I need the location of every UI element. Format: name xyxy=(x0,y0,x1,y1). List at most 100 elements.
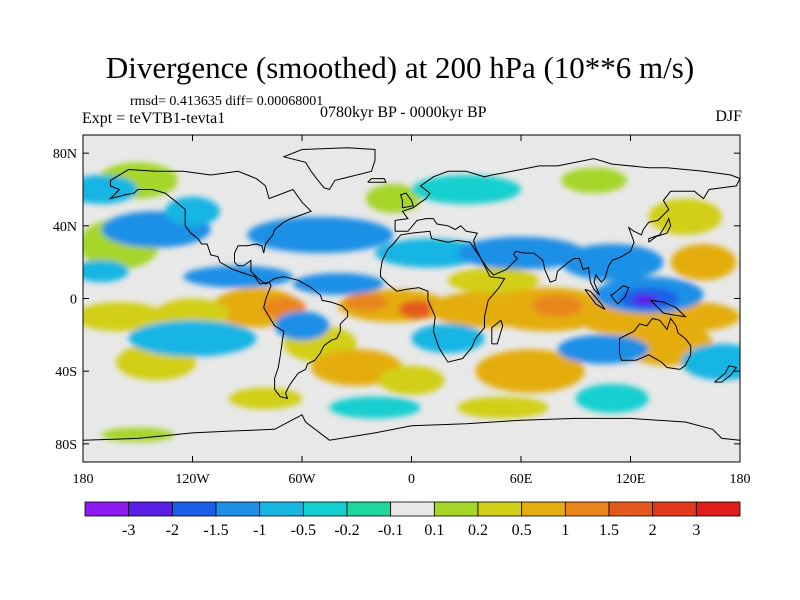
coastline xyxy=(108,168,313,285)
colorbar-box xyxy=(346,501,392,517)
colorbar-box xyxy=(564,501,610,517)
colorbar-label: -2 xyxy=(166,522,179,539)
field-contour-region xyxy=(378,365,445,395)
field-contour-region xyxy=(681,343,740,381)
colorbar-box xyxy=(128,501,173,517)
x-tick-label: 60E xyxy=(510,472,533,487)
colorbar-label: 0.5 xyxy=(512,522,532,539)
colorbar-label: -3 xyxy=(122,522,135,539)
field-contour-region xyxy=(557,334,649,364)
field-contour-region xyxy=(165,196,220,226)
coastlines xyxy=(83,147,740,441)
field-contour-region xyxy=(561,243,664,281)
coastline xyxy=(83,414,740,441)
colorbar-label: -0.1 xyxy=(378,522,403,539)
coastline xyxy=(610,285,630,305)
colorbar-label: 2 xyxy=(649,522,657,539)
x-axis: 180 120W 60W 0 60E 120E 180 xyxy=(73,135,751,487)
field-contour-region xyxy=(475,349,585,393)
field-contour-region xyxy=(457,236,585,270)
field-contour-region xyxy=(457,396,549,419)
colorbar-box xyxy=(652,501,697,517)
colorbar-label: 0.2 xyxy=(468,522,488,539)
field-contour-region xyxy=(575,383,649,413)
map-area xyxy=(83,135,740,462)
x-tick-label: 0 xyxy=(408,472,415,487)
y-tick-label: 80S xyxy=(55,438,77,453)
coastline xyxy=(282,147,376,190)
coastline xyxy=(491,319,504,345)
field-contour-region xyxy=(365,184,421,214)
x-tick-label: 180 xyxy=(730,472,751,487)
field-contour-region xyxy=(448,267,540,294)
coastline xyxy=(584,288,606,310)
rmsd-diff-label: rmsd= 0.413635 diff= 0.00068001 xyxy=(130,94,324,109)
y-tick-label: 80N xyxy=(53,147,77,162)
colorbar-box xyxy=(608,501,654,517)
colorbar-box xyxy=(215,501,261,517)
field-contour-region xyxy=(329,396,421,419)
colorbar-box xyxy=(695,501,741,517)
colorbar-box xyxy=(390,501,435,517)
field-contour-region xyxy=(183,265,293,288)
colorbar-label: 1.5 xyxy=(599,522,619,539)
field-contour-region xyxy=(343,293,388,312)
coastline xyxy=(367,178,387,183)
coastline xyxy=(394,158,740,296)
field-contour-region xyxy=(375,238,485,268)
field-contour-region xyxy=(156,298,229,328)
field-contour-region xyxy=(670,243,737,281)
colorbar-box xyxy=(171,501,217,517)
field-contour-region xyxy=(411,323,485,353)
colorbar-label: 3 xyxy=(692,522,700,539)
field-contour-region xyxy=(101,427,175,443)
field-contour-region xyxy=(274,311,330,341)
x-tick-label: 60W xyxy=(288,472,316,487)
field-contour-region xyxy=(531,294,584,317)
coastline xyxy=(650,299,687,318)
x-tick-label: 120E xyxy=(616,472,646,487)
colorbar-box xyxy=(259,501,304,517)
colorbar-box xyxy=(477,501,523,517)
field-contour-region xyxy=(411,174,521,205)
colorbar-label: -0.2 xyxy=(334,522,359,539)
x-tick-label: 120W xyxy=(175,472,210,487)
field-contour-region xyxy=(398,300,436,319)
coastline xyxy=(648,217,672,243)
y-axis: 80N 40N 0 40S 80S xyxy=(53,147,740,453)
y-tick-label: 40S xyxy=(55,365,77,380)
colorbar-label: -1 xyxy=(253,522,266,539)
coastline xyxy=(380,230,506,363)
colorbar-box xyxy=(521,501,566,517)
field-contour-region xyxy=(128,320,257,357)
coastline xyxy=(399,192,414,209)
field-contour-region xyxy=(292,273,385,295)
field-contour-region xyxy=(247,216,394,254)
colorbar-label: 0.1 xyxy=(424,522,444,539)
period-label: 0780kyr BP - 0000kyr BP xyxy=(320,104,487,121)
field-contour-region xyxy=(632,294,658,306)
chart-title: Divergence (smoothed) at 200 hPa (10**6 … xyxy=(105,50,695,85)
field-contour-region xyxy=(83,302,166,332)
field-contour-region xyxy=(648,198,722,235)
colorbar: -3 -2 -1.5 -1 -0.5 -0.2 -0.1 0.1 0.2 0.5 1 1.5 2 3 xyxy=(84,501,741,539)
field-contour-region xyxy=(83,260,129,283)
colorbar-box xyxy=(433,501,479,517)
field-contour-region xyxy=(229,387,302,410)
colorbar-box xyxy=(302,501,348,517)
season-label: DJF xyxy=(715,108,742,125)
x-tick-label: 180 xyxy=(73,472,94,487)
y-tick-label: 40N xyxy=(53,220,77,235)
field-contour-region xyxy=(311,349,403,386)
coastline xyxy=(263,276,349,400)
coastline xyxy=(619,317,692,370)
colorbar-label: -0.5 xyxy=(291,522,316,539)
coastline xyxy=(714,365,738,383)
colorbar-label: -1.5 xyxy=(203,522,228,539)
colorbar-box xyxy=(84,501,130,517)
experiment-label: Expt = teVTB1-tevta1 xyxy=(82,110,226,127)
field-contour-region xyxy=(561,167,627,194)
field-contour-region xyxy=(83,174,138,205)
y-tick-label: 0 xyxy=(70,293,77,308)
